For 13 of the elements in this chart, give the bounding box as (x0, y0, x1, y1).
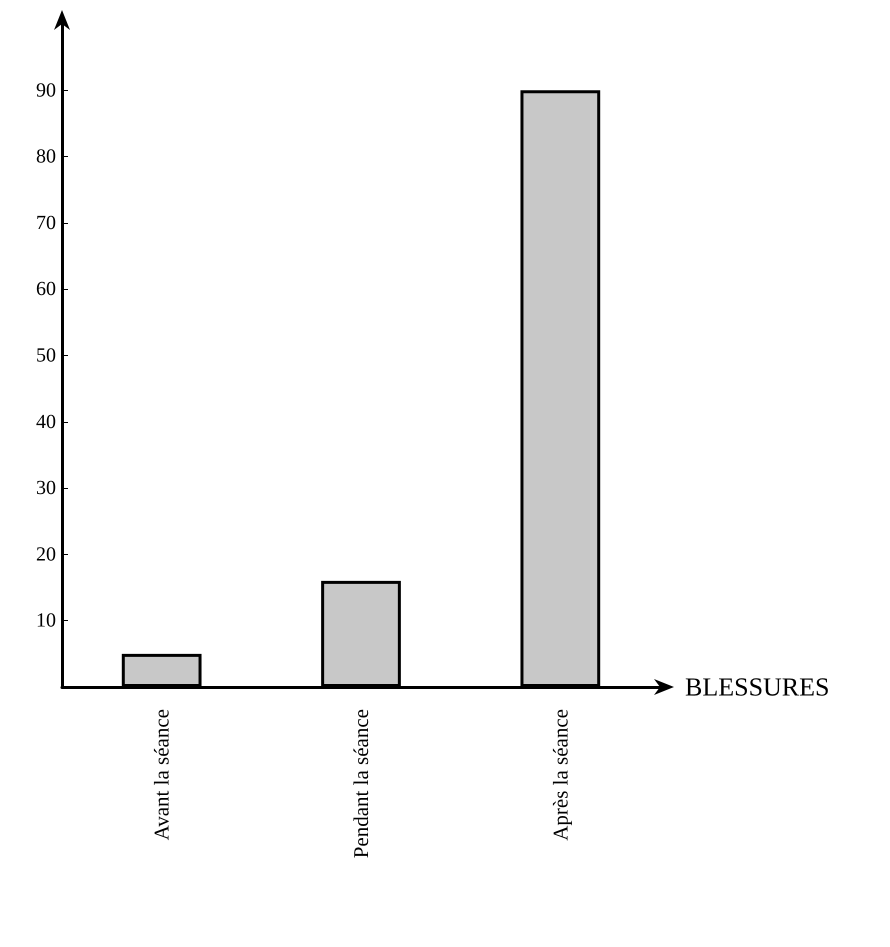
y-tick-label: 30 (36, 477, 56, 500)
y-tick-label: 60 (36, 278, 56, 300)
y-tick-label: 70 (36, 212, 56, 234)
x-axis-title: BLESSURES (685, 672, 830, 702)
y-tick-label: 80 (36, 146, 56, 168)
y-tick-label: 10 (36, 610, 56, 632)
y-tick-label: 40 (36, 410, 56, 433)
x-tick-label: Pendant la séance (349, 709, 373, 858)
y-tick-label: 50 (36, 344, 56, 366)
y-tick-label: 90 (36, 79, 56, 102)
x-tick-label: Après la séance (548, 709, 572, 841)
y-tick-label: 20 (36, 543, 56, 566)
x-tick-label: Avant la séance (150, 709, 174, 840)
